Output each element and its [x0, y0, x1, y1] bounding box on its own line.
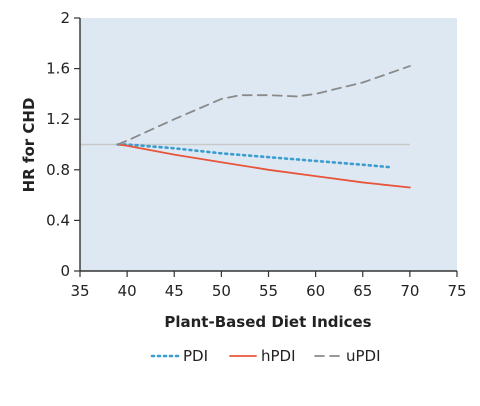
y-tick-label: 0.8 [46, 161, 70, 179]
series-line-updi [116, 65, 411, 146]
legend-label-hpdi: hPDI [261, 347, 296, 365]
y-tick-label: 2 [60, 9, 70, 27]
x-tick-label: 40 [118, 282, 137, 300]
x-tick-label: 35 [70, 282, 89, 300]
y-tick-label: 1.6 [46, 60, 70, 78]
y-tick-label: 0 [60, 262, 70, 280]
series-line-pdi [116, 143, 393, 169]
y-axis-title: HR for CHD [20, 98, 38, 193]
legend: PDI hPDI uPDI [150, 347, 381, 365]
y-tick-label: 0.4 [46, 211, 70, 229]
y-tick-label: 1.2 [46, 110, 70, 128]
x-tick-label: 50 [212, 282, 231, 300]
legend-label-updi: uPDI [346, 347, 381, 365]
x-tick-label: 70 [400, 282, 419, 300]
x-tick-label: 45 [165, 282, 184, 300]
legend-label-pdi: PDI [183, 347, 208, 365]
x-tick-label: 65 [353, 282, 372, 300]
x-axis-title: Plant-Based Diet Indices [164, 313, 371, 331]
x-tick-label: 55 [259, 282, 278, 300]
x-tick-label: 60 [306, 282, 325, 300]
x-tick-label: 75 [447, 282, 466, 300]
series-line-hpdi [116, 143, 411, 189]
